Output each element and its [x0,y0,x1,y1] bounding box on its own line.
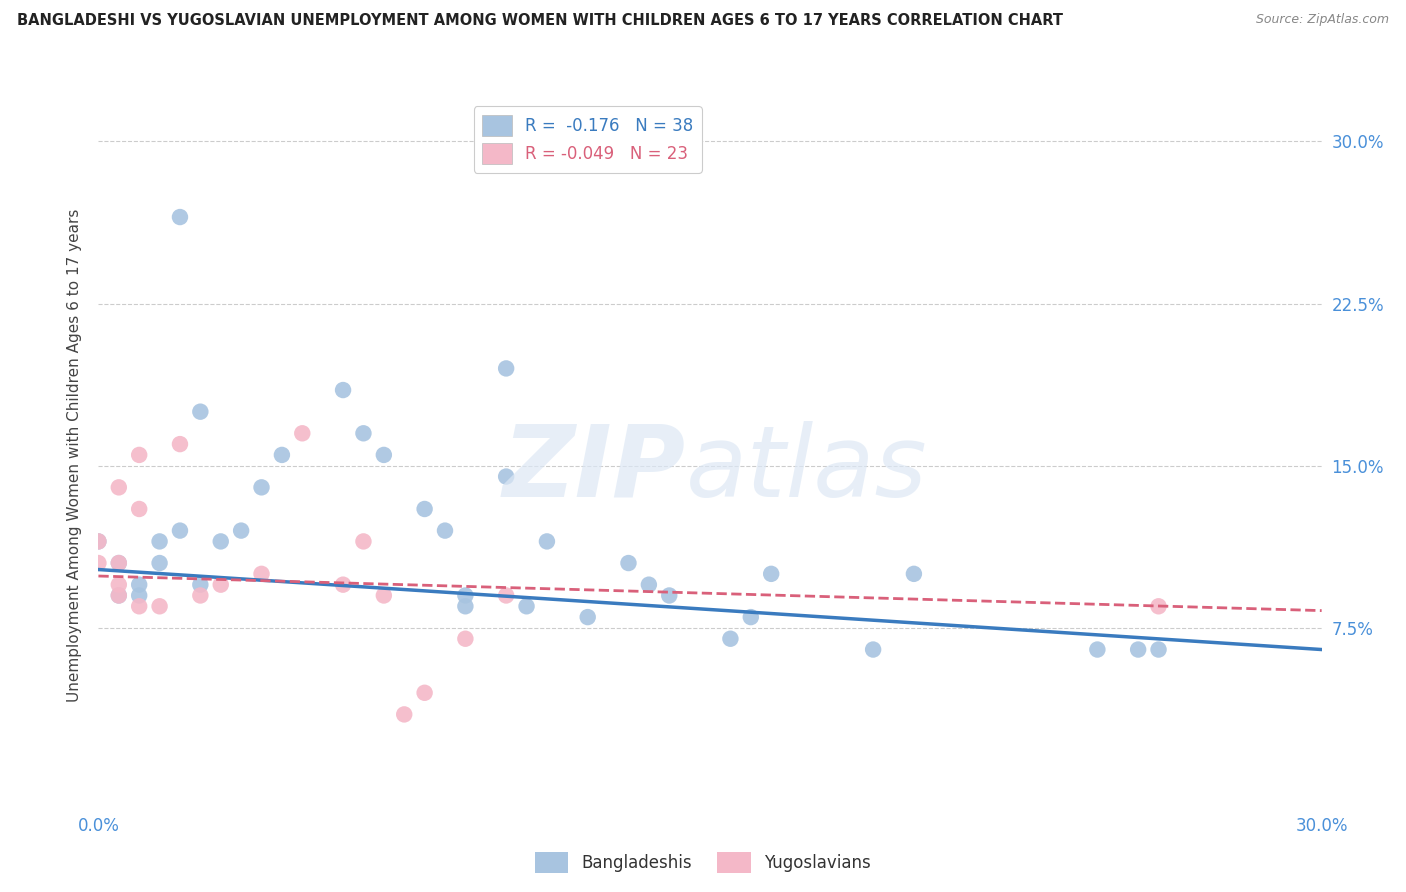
Point [352,534,374,549]
Point [209,534,232,549]
Point [761,566,783,581]
Point [536,534,558,549]
Point [87,534,110,549]
Y-axis label: Unemployment Among Women with Children Ages 6 to 17 years: Unemployment Among Women with Children A… [67,208,83,702]
Point [188,577,212,591]
Point [87,556,110,570]
Point [108,577,131,591]
Point [373,448,395,462]
Point [1147,599,1170,614]
Point [250,566,273,581]
Point [434,524,457,538]
Point [454,599,477,614]
Text: atlas: atlas [686,421,927,517]
Point [495,589,517,603]
Text: ZIP: ZIP [502,421,686,517]
Point [495,469,517,483]
Point [169,524,191,538]
Point [352,426,374,441]
Point [108,589,131,603]
Point [188,405,212,419]
Point [720,632,742,646]
Point [149,599,172,614]
Point [413,502,436,516]
Point [516,599,538,614]
Point [495,361,517,376]
Point [108,556,131,570]
Point [413,686,436,700]
Point [128,599,150,614]
Point [658,589,681,603]
Point [250,480,273,494]
Point [373,589,395,603]
Point [862,642,884,657]
Point [576,610,599,624]
Point [638,577,661,591]
Point [149,556,172,570]
Point [392,707,416,722]
Point [454,632,477,646]
Point [291,426,314,441]
Point [169,437,191,451]
Point [169,210,191,224]
Point [903,566,925,581]
Text: BANGLADESHI VS YUGOSLAVIAN UNEMPLOYMENT AMONG WOMEN WITH CHILDREN AGES 6 TO 17 Y: BANGLADESHI VS YUGOSLAVIAN UNEMPLOYMENT … [17,13,1063,29]
Point [128,502,150,516]
Point [128,448,150,462]
Point [188,589,212,603]
Point [231,524,253,538]
Point [1147,642,1170,657]
Point [209,577,232,591]
Point [108,589,131,603]
Point [1085,642,1108,657]
Point [149,534,172,549]
Legend: Bangladeshis, Yugoslavians: Bangladeshis, Yugoslavians [529,846,877,880]
Point [87,534,110,549]
Point [108,556,131,570]
Legend: R =  -0.176   N = 38, R = -0.049   N = 23: R = -0.176 N = 38, R = -0.049 N = 23 [474,106,702,173]
Point [454,589,477,603]
Point [332,577,354,591]
Point [1128,642,1150,657]
Point [332,383,354,397]
Point [740,610,762,624]
Point [128,589,150,603]
Point [617,556,640,570]
Point [108,480,131,494]
Text: Source: ZipAtlas.com: Source: ZipAtlas.com [1256,13,1389,27]
Point [270,448,294,462]
Point [128,577,150,591]
